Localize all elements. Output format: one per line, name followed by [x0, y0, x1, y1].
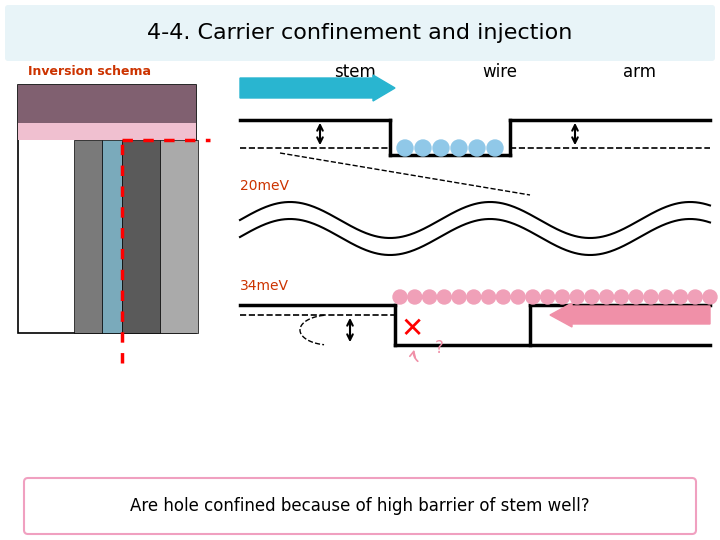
Bar	[18, 85, 196, 123]
Circle shape	[415, 140, 431, 156]
Text: 4-4. Carrier confinement and injection: 4-4. Carrier confinement and injection	[148, 23, 572, 43]
Text: Inversion schema: Inversion schema	[28, 65, 151, 78]
Text: wire: wire	[482, 63, 518, 81]
Circle shape	[541, 290, 554, 304]
Circle shape	[526, 290, 540, 304]
Circle shape	[688, 290, 702, 304]
Circle shape	[585, 290, 599, 304]
Text: Are hole confined because of high barrier of stem well?: Are hole confined because of high barrie…	[130, 497, 590, 515]
Circle shape	[600, 290, 613, 304]
Bar	[18, 123, 196, 140]
Circle shape	[570, 290, 584, 304]
Bar	[122, 140, 160, 333]
Circle shape	[555, 290, 570, 304]
Circle shape	[437, 290, 451, 304]
Circle shape	[482, 290, 495, 304]
FancyBboxPatch shape	[24, 478, 696, 534]
Bar	[18, 85, 196, 333]
Circle shape	[469, 140, 485, 156]
Circle shape	[644, 290, 658, 304]
FancyArrow shape	[550, 303, 710, 327]
Circle shape	[629, 290, 643, 304]
Text: ?: ?	[435, 339, 444, 357]
Text: ✕: ✕	[400, 315, 423, 343]
Circle shape	[451, 140, 467, 156]
Circle shape	[397, 140, 413, 156]
Circle shape	[393, 290, 407, 304]
Circle shape	[673, 290, 688, 304]
Circle shape	[433, 140, 449, 156]
Circle shape	[659, 290, 672, 304]
Circle shape	[467, 290, 481, 304]
Circle shape	[452, 290, 466, 304]
Text: stem: stem	[334, 63, 376, 81]
FancyBboxPatch shape	[5, 5, 715, 61]
Bar	[102, 140, 122, 333]
Text: 34meV: 34meV	[240, 279, 289, 293]
Circle shape	[487, 140, 503, 156]
Circle shape	[496, 290, 510, 304]
Text: arm: arm	[624, 63, 657, 81]
Circle shape	[703, 290, 717, 304]
Circle shape	[511, 290, 525, 304]
Circle shape	[423, 290, 436, 304]
Circle shape	[614, 290, 629, 304]
Bar	[160, 140, 198, 333]
Text: 20meV: 20meV	[240, 179, 289, 193]
FancyArrow shape	[240, 75, 395, 101]
Bar	[74, 140, 102, 333]
Circle shape	[408, 290, 422, 304]
